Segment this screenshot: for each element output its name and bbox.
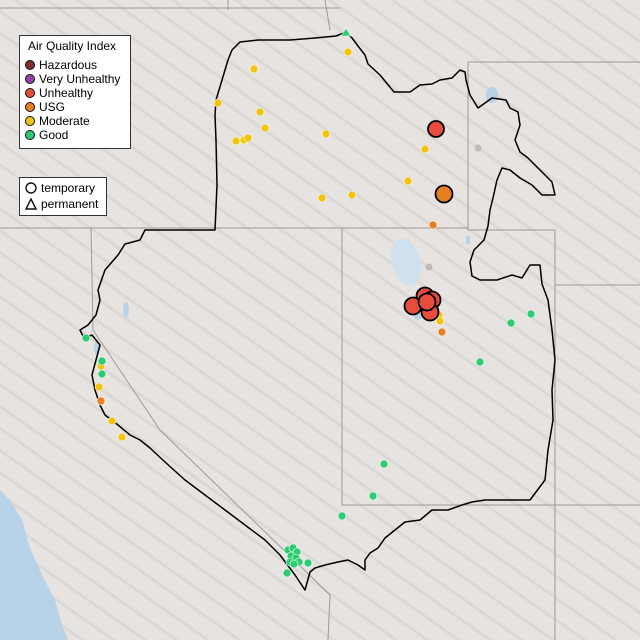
legend-item-very-unhealthy: Very Unhealthy [25, 72, 120, 86]
good-permanent-marker [340, 27, 352, 37]
good-marker [97, 356, 107, 366]
legend-item-temporary: temporary [25, 181, 95, 195]
unhealthy-marker [417, 292, 437, 312]
moderate-marker [347, 190, 357, 200]
usg-monitors [96, 184, 454, 406]
moderate-marker [435, 316, 445, 326]
good-marker [289, 559, 299, 569]
legend-item-good: Good [25, 128, 68, 142]
good-swatch [25, 130, 35, 140]
legend-label: Very Unhealthy [39, 72, 121, 86]
moderate-swatch [25, 116, 35, 126]
legend-title: Air Quality Index [28, 39, 117, 53]
usg-swatch [25, 102, 35, 112]
no-data-monitors [425, 144, 482, 271]
moderate-marker [213, 98, 223, 108]
unhealthy-swatch [25, 88, 35, 98]
triangle-icon [25, 198, 37, 210]
moderate-marker [321, 129, 331, 139]
good-marker [368, 491, 378, 501]
good-marker [97, 369, 107, 379]
hazardous-swatch [25, 60, 35, 70]
legend-item-permanent: permanent [25, 197, 98, 211]
moderate-marker [403, 176, 413, 186]
moderate-marker [94, 382, 104, 392]
good-marker [506, 318, 516, 328]
unhealthy-monitors [403, 120, 445, 322]
no-data-marker [425, 263, 433, 271]
good-marker [303, 558, 313, 568]
good-marker [475, 357, 485, 367]
monitor-type-legend: temporary permanent [19, 177, 107, 216]
unhealthy-marker [427, 120, 445, 138]
usg-marker [434, 184, 454, 204]
moderate-monitors [94, 47, 445, 442]
circle-icon [25, 182, 37, 194]
legend-item-moderate: Moderate [25, 114, 90, 128]
aqi-legend: Air Quality Index Hazardous Very Unhealt… [19, 35, 131, 149]
moderate-marker [260, 123, 270, 133]
legend-label: Unhealthy [39, 86, 94, 100]
moderate-marker [343, 47, 353, 57]
good-marker [282, 568, 292, 578]
legend-label: temporary [41, 181, 96, 195]
good-monitors [81, 27, 536, 578]
moderate-marker [107, 416, 117, 426]
moderate-marker [317, 193, 327, 203]
usg-marker [428, 220, 438, 230]
moderate-marker [231, 136, 241, 146]
legend-label: USG [39, 100, 66, 114]
moderate-marker [420, 144, 430, 154]
pyramid-lake [123, 302, 129, 318]
legend-label: Good [39, 128, 69, 142]
legend-item-unhealthy: Unhealthy [25, 86, 93, 100]
legend-label: permanent [41, 197, 99, 211]
very-unhealthy-swatch [25, 74, 35, 84]
good-marker [337, 511, 347, 521]
good-marker [81, 333, 91, 343]
legend-label: Moderate [39, 114, 90, 128]
moderate-marker [255, 107, 265, 117]
legend-label: Hazardous [39, 58, 98, 72]
moderate-marker [117, 432, 127, 442]
pacific-ocean [0, 490, 68, 640]
good-marker [379, 459, 389, 469]
legend-item-usg: USG [25, 100, 65, 114]
bear-lake [466, 235, 470, 245]
moderate-marker [249, 64, 259, 74]
moderate-marker [243, 133, 253, 143]
usg-marker [96, 396, 106, 406]
no-data-marker [474, 144, 482, 152]
region-boundary [79, 31, 556, 591]
usg-marker [437, 327, 447, 337]
legend-item-hazardous: Hazardous [25, 58, 97, 72]
great-salt-lake [391, 238, 421, 286]
good-marker [526, 309, 536, 319]
monitor-markers[interactable] [81, 27, 536, 578]
